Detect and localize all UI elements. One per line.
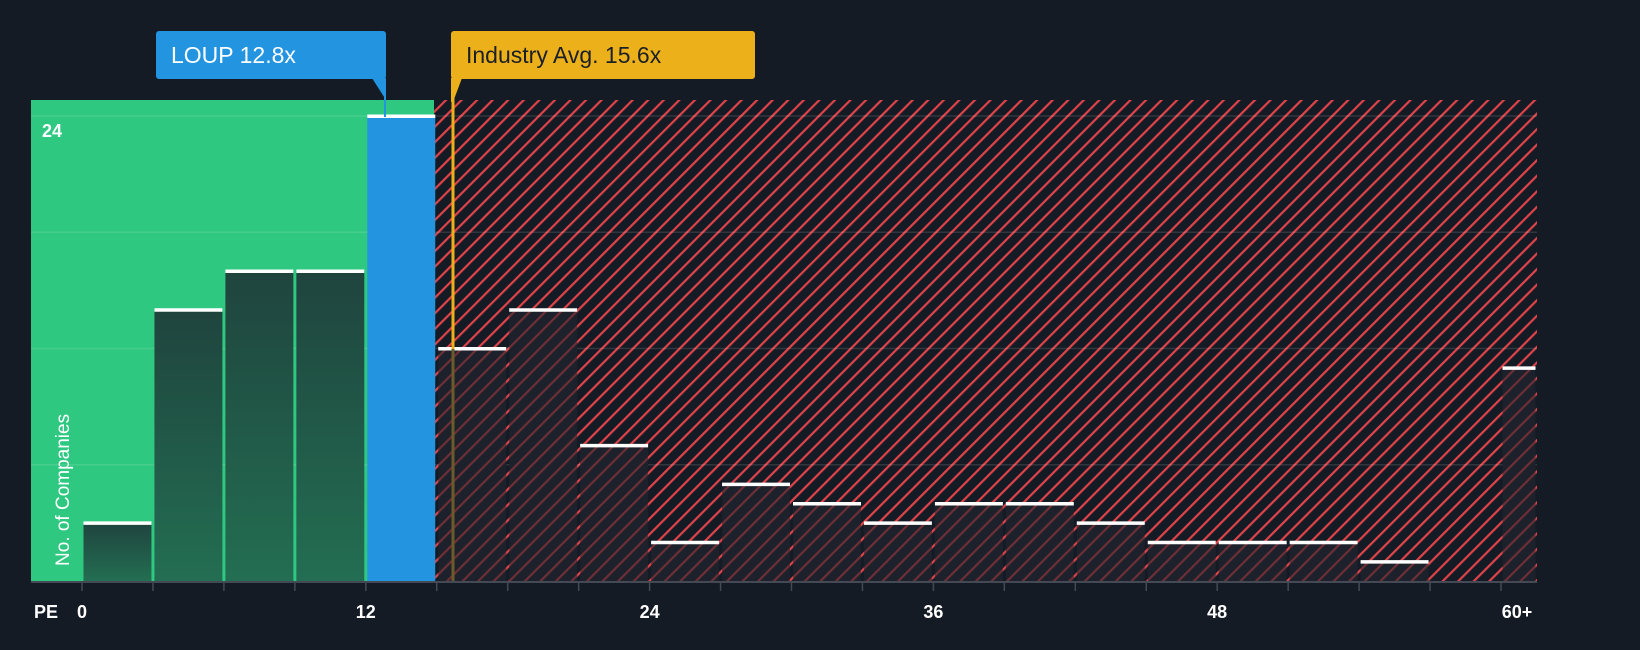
histogram-bar (863, 522, 932, 581)
bar-cap (863, 521, 932, 525)
histogram-bar (1005, 503, 1074, 581)
company-pe-label: LOUP 12.8x (156, 31, 386, 79)
industry-avg-label: Industry Avg. 15.6x (451, 31, 755, 79)
bar-cap (580, 443, 649, 448)
histogram-bar (438, 348, 507, 581)
bar-cap (367, 114, 436, 118)
histogram-bar (225, 271, 294, 581)
histogram-bar (580, 445, 649, 581)
histogram-bar (509, 309, 578, 581)
industry-label-pointer (451, 78, 462, 102)
histogram-bar (1147, 542, 1216, 581)
histogram-bar (1502, 367, 1536, 581)
bar-cap (509, 308, 578, 312)
bar-cap (296, 269, 365, 273)
x-tick-label: 36 (923, 602, 944, 622)
bar-cap (1360, 560, 1429, 564)
histogram-bar (793, 503, 861, 581)
histogram-bar (934, 503, 1003, 581)
histogram-bar (651, 542, 720, 581)
y-top-tick: 24 (42, 121, 63, 141)
y-axis-title: No. of Companies (53, 413, 74, 566)
histogram-bar (722, 484, 790, 581)
bar-cap (1147, 540, 1216, 545)
company-pe-text: LOUP 12.8x (171, 42, 296, 68)
x-tick-label: 12 (355, 602, 376, 622)
bar-cap (651, 540, 720, 545)
bar-cap (438, 347, 507, 351)
bar-cap (722, 482, 790, 487)
x-tick-label: 0 (76, 602, 88, 622)
histogram-bar (154, 309, 223, 581)
bar-cap (1218, 540, 1287, 545)
histogram-bar (1076, 522, 1145, 581)
x-tick-label: 48 (1207, 602, 1228, 622)
company-label-pointer (372, 78, 386, 100)
histogram-bar (1218, 542, 1287, 581)
industry-avg-text: Industry Avg. 15.6x (466, 42, 662, 68)
x-axis-prefix: PE (34, 602, 59, 622)
bar-cap (1076, 521, 1145, 525)
x-tick-label: 24 (639, 602, 660, 622)
x-tick-label: 60+ (1501, 602, 1533, 622)
bar-cap (934, 502, 1003, 506)
bar-cap (154, 308, 223, 312)
histogram-bar (83, 522, 152, 581)
bar-cap (1005, 502, 1074, 506)
bar-cap (225, 269, 294, 273)
bar-cap (1289, 540, 1358, 545)
histogram-bar (367, 116, 436, 581)
bar-cap (1502, 366, 1536, 370)
histogram-bar (1289, 542, 1358, 581)
histogram-bar (296, 271, 365, 581)
bar-cap (83, 521, 152, 525)
bar-cap (793, 502, 861, 506)
histogram-bar (1360, 561, 1429, 581)
